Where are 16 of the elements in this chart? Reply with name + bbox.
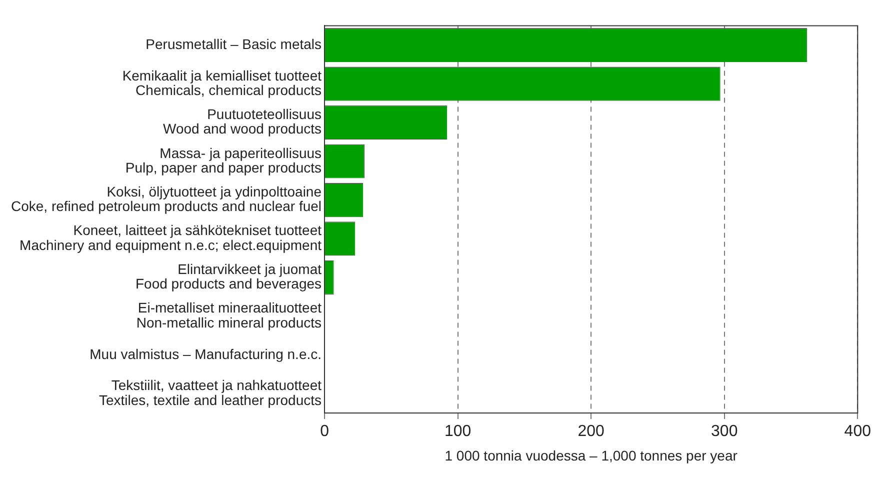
y-tick-label: Perusmetallit – Basic metals — [146, 36, 322, 52]
y-tick-label: Tekstiilit, vaatteet ja nahkatuotteet Textiles, textile and leather products — [98, 377, 322, 408]
y-tick-label: Elintarvikkeet ja juomat Food products and beverages — [136, 260, 322, 292]
y-tick-label: Muu valmistus – Manufacturing n.e.c. — [90, 346, 322, 362]
y-tick-label: Koksi, öljytuotteet ja ydinpolttoaine Coke, refined petroleum products and nuclear fuel — [11, 183, 322, 214]
x-axis-title: 1 000 tonnia vuodessa – 1,000 tonnes per year — [444, 447, 738, 464]
y-tick-label: Koneet, laitteet ja sähkötekniset tuotteet Machinery and equipment n.e.c; elect.equipment — [20, 222, 322, 253]
y-tick-label: Ei-metalliset mineraalituotteet Non-metallic mineral products — [136, 300, 322, 330]
y-tick-label: Massa- ja paperiteollisuus Pulp, paper and paper products — [125, 144, 322, 176]
x-tick-label: 100 — [444, 423, 472, 440]
x-tick-label: 300 — [711, 423, 738, 440]
x-tick-label: 0 — [320, 423, 330, 440]
x-tick-label: 200 — [578, 423, 605, 440]
y-tick-label: Puutuoteteollisuus Wood and wood products — [163, 106, 322, 137]
y-tick-label: Kemikaalit ja kemialliset tuotteet Chemicals, chemical products — [122, 67, 322, 98]
x-tick-label: 400 — [844, 423, 872, 440]
